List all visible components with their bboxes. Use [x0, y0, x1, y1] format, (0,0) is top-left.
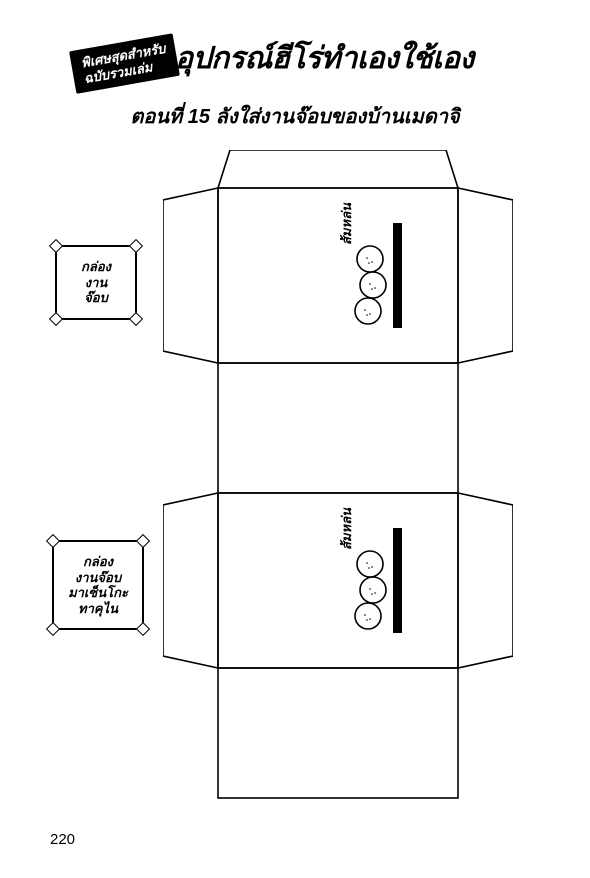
- side2-line3: มาเซ็นโกะ: [68, 585, 128, 600]
- frame-corner-icon: [136, 622, 150, 636]
- special-badge: พิเศษสุดสำหรับ ฉบับรวมเล่ม: [69, 33, 180, 94]
- frame-corner-icon: [129, 312, 143, 326]
- page-number: 220: [50, 831, 75, 848]
- subtitle: ตอนที่ 15 ลังใส่งานจ๊อบของบ้านเมดาจิ: [0, 100, 590, 132]
- box-net-diagram: ส้มหล่นส้มหล่น: [163, 150, 513, 800]
- side2-line1: กล่อง: [83, 554, 113, 569]
- side1-line3: จ๊อบ: [84, 290, 108, 305]
- frame-corner-icon: [46, 534, 60, 548]
- panel-rotated-label: ส้มหล่น: [339, 507, 354, 550]
- side2-line4: ทาคุไน: [78, 601, 118, 616]
- side1-line2: งาน: [85, 275, 108, 290]
- frame-corner-icon: [136, 534, 150, 548]
- frame-corner-icon: [129, 239, 143, 253]
- frame-corner-icon: [46, 622, 60, 636]
- panel-rotated-label: ส้มหล่น: [339, 202, 354, 245]
- side-label-2: กล่อง งานจ๊อบ มาเซ็นโกะ ทาคุไน: [52, 540, 144, 630]
- side-label-1: กล่อง งาน จ๊อบ: [55, 245, 137, 320]
- frame-corner-icon: [49, 239, 63, 253]
- side2-line2: งานจ๊อบ: [75, 570, 121, 585]
- side1-line1: กล่อง: [81, 259, 111, 274]
- frame-corner-icon: [49, 312, 63, 326]
- main-title: อุปกรณ์ฮีโร่ทำเองใช้เอง: [175, 35, 474, 82]
